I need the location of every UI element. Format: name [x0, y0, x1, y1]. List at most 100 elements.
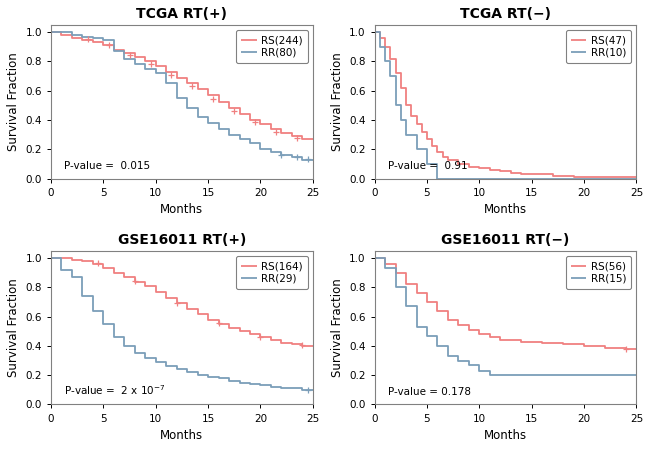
RS(56) [423, 299, 431, 305]
RS(164) [235, 329, 243, 334]
RR(15) [454, 358, 462, 363]
RR(10) [376, 44, 384, 49]
RR(15) [601, 373, 609, 378]
RS(56) [580, 343, 588, 348]
RR(15) [507, 373, 515, 378]
Title: TCGA RT(+): TCGA RT(+) [136, 7, 228, 21]
RS(244) [131, 50, 138, 55]
RS(56) [601, 345, 609, 351]
Legend: RS(244), RR(80): RS(244), RR(80) [236, 30, 307, 63]
RS(56) [559, 342, 567, 347]
RS(56) [402, 270, 410, 275]
RR(15) [465, 362, 473, 368]
Title: TCGA RT(−): TCGA RT(−) [460, 7, 551, 21]
RR(15) [559, 373, 567, 378]
RR(10) [428, 161, 436, 167]
RR(15) [580, 373, 588, 378]
Text: P-value =  0.91: P-value = 0.91 [388, 161, 467, 171]
RS(56) [454, 317, 462, 322]
RS(164) [131, 274, 138, 280]
Y-axis label: Survival Fraction: Survival Fraction [331, 53, 344, 151]
RS(244) [225, 100, 233, 105]
RS(164) [110, 266, 118, 271]
RR(15) [381, 266, 389, 271]
RS(244) [47, 30, 55, 35]
RS(56) [517, 339, 525, 344]
RS(244) [298, 136, 306, 142]
RR(15) [632, 373, 640, 378]
RR(15) [632, 373, 640, 378]
RR(10) [632, 176, 640, 181]
RS(47) [507, 170, 515, 176]
RS(56) [517, 337, 525, 343]
RS(56) [392, 270, 400, 275]
RS(47) [475, 164, 483, 170]
RR(80) [110, 37, 118, 42]
RS(56) [370, 255, 378, 261]
RR(15) [402, 285, 410, 290]
RS(244) [131, 54, 138, 60]
RR(80) [131, 56, 138, 61]
X-axis label: Months: Months [161, 429, 203, 442]
Line: RS(164): RS(164) [51, 258, 313, 346]
RS(164) [131, 279, 138, 284]
RR(15) [486, 373, 494, 378]
RR(29) [309, 387, 317, 392]
RS(56) [497, 337, 504, 343]
RS(56) [434, 299, 441, 305]
RS(56) [454, 323, 462, 328]
RR(15) [402, 304, 410, 309]
Title: GSE16011 RT(+): GSE16011 RT(+) [118, 233, 246, 247]
RS(56) [444, 317, 452, 322]
RR(15) [444, 343, 452, 348]
RR(29) [235, 380, 243, 385]
RS(56) [413, 282, 421, 287]
RS(47) [370, 30, 378, 35]
RS(56) [559, 340, 567, 346]
RR(10) [423, 161, 431, 167]
RS(56) [465, 323, 473, 328]
Text: P-value = 0.178: P-value = 0.178 [388, 387, 471, 397]
Line: RR(29): RR(29) [51, 258, 313, 390]
RR(10) [460, 176, 467, 181]
RR(15) [434, 343, 441, 348]
RS(56) [423, 291, 431, 296]
RS(47) [549, 173, 556, 178]
RR(15) [475, 362, 483, 368]
RR(10) [434, 176, 441, 181]
RR(80) [225, 126, 233, 132]
RS(56) [444, 308, 452, 313]
RR(15) [528, 373, 536, 378]
RS(244) [235, 111, 243, 117]
RS(56) [381, 261, 389, 267]
RR(15) [465, 358, 473, 363]
RR(29) [298, 387, 306, 392]
RR(10) [397, 117, 405, 123]
RR(29) [47, 255, 55, 261]
RR(80) [47, 30, 55, 35]
RR(15) [475, 368, 483, 374]
RR(80) [298, 157, 306, 162]
RR(10) [376, 30, 384, 35]
RR(10) [392, 103, 400, 108]
Line: RR(80): RR(80) [51, 32, 313, 159]
Y-axis label: Survival Fraction: Survival Fraction [7, 278, 20, 377]
RS(56) [538, 340, 546, 346]
RS(56) [497, 335, 504, 340]
Text: P-value =  2 x 10$^{-7}$: P-value = 2 x 10$^{-7}$ [64, 383, 166, 397]
RR(80) [309, 157, 317, 162]
RR(10) [402, 117, 410, 123]
Line: RS(56): RS(56) [374, 258, 636, 349]
RR(10) [413, 147, 421, 152]
RS(244) [309, 136, 317, 142]
Line: RS(47): RS(47) [374, 32, 636, 177]
RR(15) [486, 368, 494, 374]
RR(10) [428, 161, 436, 167]
RS(56) [632, 346, 640, 352]
RR(80) [235, 136, 243, 142]
RR(10) [397, 103, 405, 108]
X-axis label: Months: Months [484, 203, 527, 216]
RS(56) [402, 282, 410, 287]
RS(164) [309, 343, 317, 348]
RR(10) [402, 132, 410, 137]
